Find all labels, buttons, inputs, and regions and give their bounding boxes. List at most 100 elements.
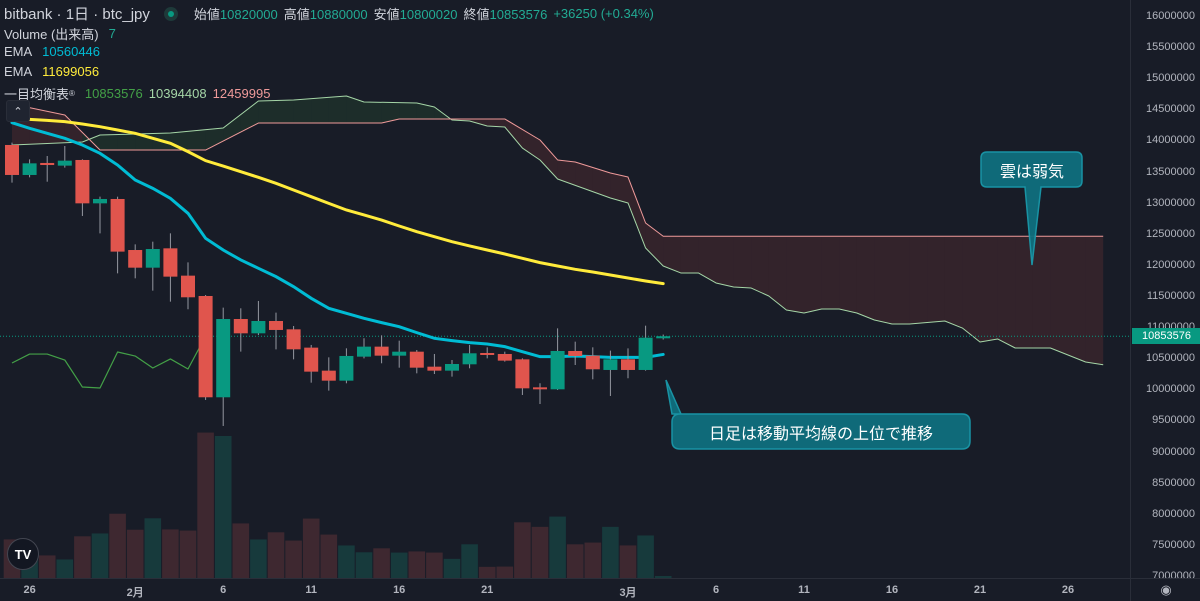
volume-bar <box>426 552 443 578</box>
price-axis[interactable]: 16000000 15500000 15000000 14500000 14000000… <box>1130 0 1200 582</box>
volume-bar <box>197 432 214 578</box>
cloud-segment <box>1085 236 1104 365</box>
volume-bar <box>549 516 566 578</box>
candle-body <box>392 351 407 356</box>
ma-callout-shape <box>665 379 971 450</box>
candle-body <box>427 366 442 371</box>
cloud-segment <box>276 99 294 124</box>
cloud-segment <box>892 236 910 324</box>
cloud-segment <box>874 236 892 324</box>
time-tick-label: 11 <box>305 584 318 596</box>
cloud-segment <box>856 236 875 321</box>
ema-slow-value: 11699056 <box>42 64 100 79</box>
candle-body <box>462 353 477 365</box>
volume-bar <box>373 548 390 578</box>
cloud-segment <box>680 236 699 273</box>
volume-bar <box>338 545 355 578</box>
cloud-segment <box>399 102 417 119</box>
cloud-segment <box>29 107 48 145</box>
current-price-tag: 10853576 <box>1132 328 1200 345</box>
cloud-segment <box>328 96 347 124</box>
market-status-dot <box>163 6 178 21</box>
volume-bar <box>232 523 250 578</box>
cloud-segment <box>716 236 734 288</box>
ma-note-text[interactable]: 日足は移動平均線の上位で推移 <box>708 425 933 443</box>
price-tick-label: 13500000 <box>1146 165 1195 178</box>
ema-fast-label: EMA <box>4 44 33 59</box>
cloud-segment <box>117 134 136 151</box>
volume-bar <box>144 518 162 578</box>
price-tick-label: 15000000 <box>1146 72 1195 85</box>
cloud-segment <box>240 100 259 133</box>
cloud-segment <box>786 236 804 313</box>
price-tick-label: 14000000 <box>1146 134 1195 147</box>
cloud-callout-shape <box>980 151 1083 266</box>
high-value: 10880000 <box>309 7 368 22</box>
ichimoku-value-span-a: 10394408 <box>148 86 207 101</box>
candle-body <box>286 329 301 350</box>
time-tick-label: 26 <box>1061 584 1075 596</box>
tradingview-logo[interactable]: TV <box>7 538 39 570</box>
volume-bar <box>566 544 584 578</box>
candle-body <box>93 198 107 204</box>
volume-bar <box>214 436 232 578</box>
volume-bar <box>496 566 514 578</box>
ema-fast-value: 10560446 <box>42 44 101 59</box>
cloud-segment <box>100 134 118 151</box>
change-value: +36250 (+0.34%) <box>553 6 654 21</box>
ichimoku-label: 一目均衡表 <box>4 87 70 102</box>
ema-fast-legend[interactable]: EMA 10560446 <box>4 44 100 59</box>
volume-bar <box>74 536 91 578</box>
candle-body <box>533 387 547 390</box>
cloud-segment <box>1050 236 1068 356</box>
cloud-note-text[interactable]: 雲は弱気 <box>999 163 1064 181</box>
candle-body <box>40 162 55 166</box>
price-tick-label: 10500000 <box>1146 352 1195 365</box>
time-tick-label: 16 <box>393 584 406 596</box>
cloud-segment <box>592 167 611 198</box>
candle-body <box>145 249 160 268</box>
candle-body <box>374 346 389 356</box>
candle-body <box>339 355 354 381</box>
ema-slow-legend[interactable]: EMA 11699056 <box>4 64 99 79</box>
ichimoku-legend[interactable]: 一目均衡表 ® 10853576 10394408 12459995 <box>4 84 270 103</box>
price-tick-label: 12000000 <box>1146 258 1195 271</box>
volume-label: Volume (出来高) <box>4 27 99 42</box>
candles <box>5 142 671 426</box>
price-chart[interactable] <box>0 0 1130 578</box>
volume-bar <box>514 522 531 578</box>
price-tick-label: 8000000 <box>1152 507 1195 520</box>
volume-bar <box>637 535 654 578</box>
candle-body <box>638 337 653 370</box>
price-tick-label: 16000000 <box>1146 10 1195 22</box>
time-axis[interactable]: 26 2月 6 11 16 21 3月 6 11 16 21 26 <box>0 578 1130 601</box>
time-tick-label: 16 <box>885 584 899 596</box>
volume-bar <box>531 526 549 578</box>
candle-body <box>128 250 143 268</box>
open-label: 始値 <box>193 7 220 22</box>
axis-settings-button[interactable]: ◉ <box>1130 578 1200 601</box>
candle-body <box>480 352 495 355</box>
price-tick-label: 13000000 <box>1146 196 1195 209</box>
volume-value: 7 <box>108 26 116 41</box>
volume-legend[interactable]: Volume (出来高) 7 <box>4 24 116 43</box>
cloud-segment <box>522 129 540 160</box>
volume-bar <box>285 540 302 578</box>
volume-bar <box>443 558 461 578</box>
price-tick-label: 9500000 <box>1152 414 1195 427</box>
symbol-title[interactable]: bitbank · 1日 · btc_jpy <box>4 6 150 23</box>
time-tick-label: 6 <box>712 584 720 596</box>
cloud-segment <box>1032 236 1051 349</box>
high-label: 高値 <box>283 7 310 22</box>
cloud-segment <box>557 159 576 186</box>
cloud-segment <box>504 118 523 149</box>
candle-body <box>603 359 618 370</box>
candle-body <box>57 160 72 166</box>
time-tick-label: 2月 <box>126 587 144 599</box>
ema-fast-line <box>10 121 665 359</box>
cloud-segment <box>610 172 628 203</box>
collapse-legend-button[interactable]: ⌃ <box>6 100 30 122</box>
cloud-segment <box>293 98 312 124</box>
candle-body <box>515 359 530 389</box>
candle-body <box>181 275 195 298</box>
